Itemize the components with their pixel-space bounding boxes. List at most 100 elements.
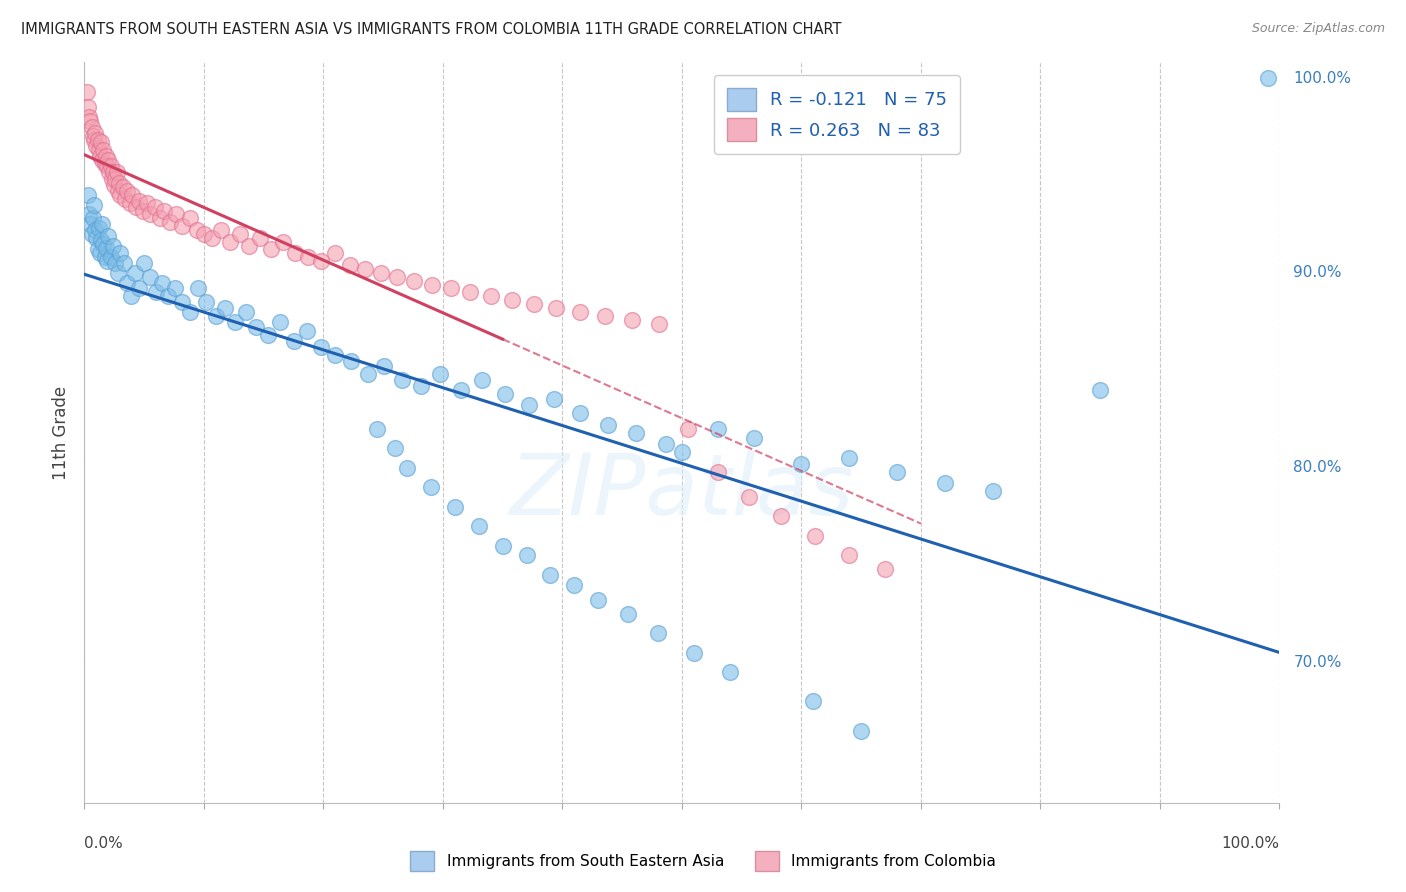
Point — [159, 215, 181, 229]
Point — [260, 243, 283, 257]
Point — [86, 231, 108, 245]
Point — [172, 219, 194, 233]
Point — [90, 233, 112, 247]
Point — [620, 312, 643, 326]
Point — [790, 457, 813, 471]
Point — [101, 238, 124, 252]
Point — [91, 153, 114, 167]
Point — [84, 223, 107, 237]
Point — [564, 577, 586, 591]
Point — [86, 133, 108, 147]
Point — [150, 276, 173, 290]
Point — [94, 240, 117, 254]
Point — [718, 665, 741, 680]
Point — [444, 500, 467, 514]
Point — [676, 422, 699, 436]
Point — [295, 324, 318, 338]
Point — [309, 340, 332, 354]
Point — [354, 262, 377, 277]
Point — [245, 320, 267, 334]
Text: 70.0%: 70.0% — [1294, 655, 1341, 670]
Point — [339, 258, 361, 272]
Point — [187, 281, 209, 295]
Point — [193, 227, 215, 241]
Point — [93, 143, 115, 157]
Point — [283, 334, 305, 348]
Point — [108, 176, 131, 190]
Point — [370, 266, 392, 280]
Point — [617, 607, 640, 621]
Point — [396, 460, 419, 475]
Point — [110, 246, 132, 260]
Point — [297, 250, 319, 264]
Point — [205, 309, 228, 323]
Point — [523, 297, 546, 311]
Point — [179, 305, 201, 319]
Point — [157, 289, 180, 303]
Point — [770, 509, 793, 524]
Point — [101, 164, 124, 178]
Text: 100.0%: 100.0% — [1294, 70, 1351, 86]
Point — [77, 188, 100, 202]
Point — [117, 276, 139, 290]
Point — [309, 254, 332, 268]
Point — [77, 100, 100, 114]
Point — [391, 373, 413, 387]
Point — [165, 207, 187, 221]
Point — [97, 228, 120, 243]
Point — [595, 309, 617, 323]
Text: 90.0%: 90.0% — [1294, 265, 1341, 280]
Point — [224, 314, 246, 328]
Point — [981, 484, 1004, 499]
Point — [97, 153, 120, 167]
Point — [121, 188, 143, 202]
Point — [132, 203, 155, 218]
Point — [104, 256, 127, 270]
Point — [492, 539, 515, 553]
Point — [100, 159, 122, 173]
Point — [683, 646, 706, 660]
Point — [80, 227, 103, 241]
Point — [269, 314, 291, 328]
Point — [179, 211, 201, 226]
Point — [249, 231, 271, 245]
Point — [671, 445, 693, 459]
Point — [84, 126, 107, 140]
Point — [271, 235, 294, 249]
Point — [91, 217, 114, 231]
Point — [373, 359, 395, 374]
Point — [626, 425, 648, 440]
Point — [648, 317, 671, 331]
Point — [105, 164, 128, 178]
Point — [186, 223, 208, 237]
Point — [132, 256, 156, 270]
Point — [93, 157, 115, 171]
Point — [110, 188, 132, 202]
Point — [851, 723, 873, 738]
Point — [94, 149, 117, 163]
Point — [569, 406, 592, 420]
Point — [87, 221, 110, 235]
Legend: Immigrants from South Eastern Asia, Immigrants from Colombia: Immigrants from South Eastern Asia, Immi… — [404, 846, 1002, 877]
Text: 100.0%: 100.0% — [1222, 836, 1279, 851]
Point — [875, 562, 897, 576]
Point — [145, 285, 167, 300]
Point — [149, 211, 172, 226]
Point — [257, 328, 280, 343]
Point — [125, 200, 148, 214]
Point — [214, 301, 236, 315]
Point — [77, 110, 100, 124]
Point — [471, 373, 494, 387]
Point — [440, 281, 463, 295]
Point — [111, 180, 134, 194]
Point — [112, 256, 135, 270]
Point — [540, 567, 562, 582]
Point — [101, 172, 124, 186]
Point — [77, 207, 100, 221]
Y-axis label: 11th Grade: 11th Grade — [52, 385, 70, 480]
Point — [229, 227, 252, 241]
Point — [284, 246, 307, 260]
Text: 80.0%: 80.0% — [1294, 460, 1341, 475]
Point — [118, 195, 141, 210]
Text: IMMIGRANTS FROM SOUTH EASTERN ASIA VS IMMIGRANTS FROM COLOMBIA 11TH GRADE CORREL: IMMIGRANTS FROM SOUTH EASTERN ASIA VS IM… — [21, 22, 842, 37]
